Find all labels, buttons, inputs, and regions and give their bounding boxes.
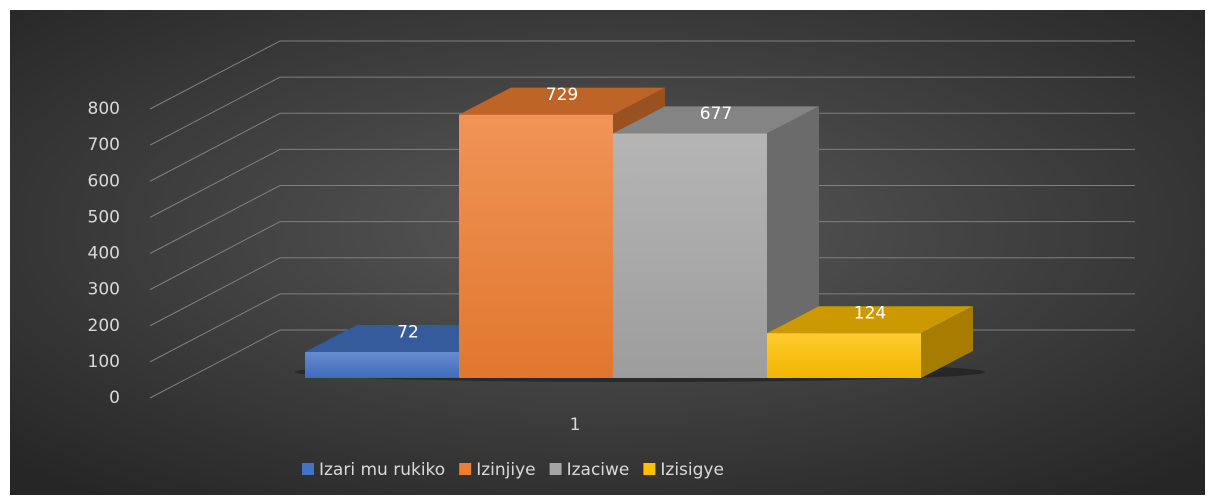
grid-line [149,76,1135,146]
y-tick-label: 500 [88,207,120,227]
x-tick-label: 1 [570,415,581,435]
grid-line [149,257,1135,327]
grid-line [149,293,1135,363]
bar [613,133,767,378]
legend-label: Izinjiye [476,460,535,480]
y-tick-label: 600 [88,171,120,191]
data-label: 124 [854,304,886,324]
data-label: 729 [546,85,578,105]
legend-label: Izaciwe [567,460,630,480]
bar-top [613,106,819,134]
bar [767,333,921,378]
legend-swatch [459,463,472,475]
legend-label: Izisigye [660,460,724,480]
legend-swatch [643,463,656,475]
grid-line [149,112,1135,182]
y-tick-label: 300 [88,280,120,300]
legend-label: Izari mu rukiko [319,460,445,480]
y-tick-label: 200 [88,316,120,336]
y-tick-label: 100 [88,352,120,372]
y-tick-label: 700 [88,135,120,155]
legend-swatch [549,463,562,475]
bar-side [767,106,819,378]
data-label: 677 [700,104,732,124]
bar-top [767,306,973,334]
bar [459,114,613,379]
legend-swatch [302,463,314,475]
grid-line [149,148,1135,218]
bar [305,351,459,378]
grid-line [149,40,1135,110]
y-tick-label: 0 [109,388,120,408]
bar-side [921,306,973,378]
grid-line [149,185,1135,254]
y-tick-label: 800 [88,99,120,119]
grid-line [149,221,1135,291]
data-label: 72 [397,322,419,342]
bar-top [459,87,665,115]
y-tick-label: 400 [88,244,120,264]
